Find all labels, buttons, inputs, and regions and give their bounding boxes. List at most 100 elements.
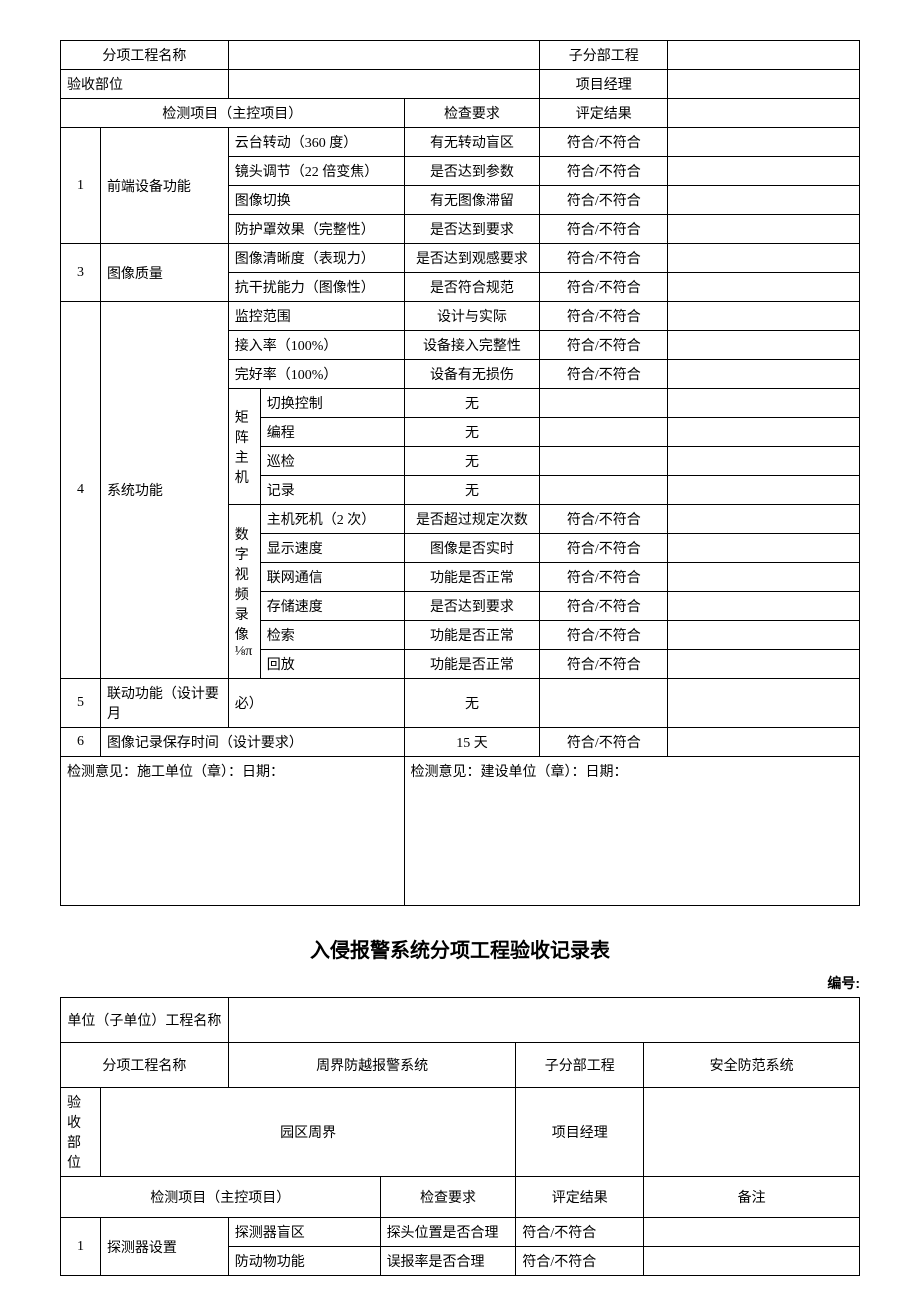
- m4-blank: [668, 476, 860, 505]
- r6-res: 符合/不符合: [540, 728, 668, 757]
- r1c-blank: [668, 186, 860, 215]
- r4-name: 系统功能: [100, 302, 228, 679]
- r5-name: 联动功能（设计要月: [100, 679, 228, 728]
- r1d-item: 防护罩效果（完整性）: [228, 215, 404, 244]
- d6-item: 回放: [260, 650, 404, 679]
- subitem-name-label: 分项工程名称: [61, 41, 229, 70]
- r4a-req: 设计与实际: [404, 302, 540, 331]
- m2-res: [540, 418, 668, 447]
- t2-unit-name-label: 单位（子单位）工程名称: [61, 998, 229, 1043]
- d4-item: 存储速度: [260, 592, 404, 621]
- t1-r1a: 1 前端设备功能 云台转动（360 度） 有无转动盲区 符合/不符合: [61, 128, 860, 157]
- r3-no: 3: [61, 244, 101, 302]
- t2-r1a-item: 探测器盲区: [228, 1218, 380, 1247]
- d2-item: 显示速度: [260, 534, 404, 563]
- m2-item: 编程: [260, 418, 404, 447]
- d6-res: 符合/不符合: [540, 650, 668, 679]
- r1d-blank: [668, 215, 860, 244]
- d4-res: 符合/不符合: [540, 592, 668, 621]
- r1-no: 1: [61, 128, 101, 244]
- m3-res: [540, 447, 668, 476]
- check-item-header: 检测项目（主控项目）: [61, 99, 405, 128]
- r5-req: 无: [404, 679, 540, 728]
- d3-req: 功能是否正常: [404, 563, 540, 592]
- inspection-table-2: 单位（子单位）工程名称 分项工程名称 周界防越报警系统 子分部工程 安全防范系统…: [60, 997, 860, 1276]
- r4c-res: 符合/不符合: [540, 360, 668, 389]
- d6-req: 功能是否正常: [404, 650, 540, 679]
- section-title: 入侵报警系统分项工程验收记录表: [60, 934, 860, 963]
- t2-r2: 分项工程名称 周界防越报警系统 子分部工程 安全防范系统: [61, 1043, 860, 1088]
- m3-req: 无: [404, 447, 540, 476]
- t2-r4: 检测项目（主控项目） 检查要求 评定结果 备注: [61, 1177, 860, 1218]
- r6-name: 图像记录保存时间（设计要求）: [100, 728, 404, 757]
- t2-r1a-req: 探头位置是否合理: [380, 1218, 516, 1247]
- t2-r1-no: 1: [61, 1218, 101, 1276]
- r3a-res: 符合/不符合: [540, 244, 668, 273]
- m4-res: [540, 476, 668, 505]
- r1a-item: 云台转动（360 度）: [228, 128, 404, 157]
- r4-no: 4: [61, 302, 101, 679]
- subitem-name-value: [228, 41, 540, 70]
- r1b-res: 符合/不符合: [540, 157, 668, 186]
- r4b-req: 设备接入完整性: [404, 331, 540, 360]
- r5-res: [540, 679, 668, 728]
- accept-unit-value: [228, 70, 540, 99]
- m4-req: 无: [404, 476, 540, 505]
- d1-blank: [668, 505, 860, 534]
- r6-req: 15 天: [404, 728, 540, 757]
- t2-row1a: 1 探测器设置 探测器盲区 探头位置是否合理 符合/不符合: [61, 1218, 860, 1247]
- t2-r1-name: 探测器设置: [100, 1218, 228, 1276]
- r4b-res: 符合/不符合: [540, 331, 668, 360]
- t2-remark-header: 备注: [644, 1177, 860, 1218]
- t2-check-req-header: 检查要求: [380, 1177, 516, 1218]
- m3-blank: [668, 447, 860, 476]
- r1c-item: 图像切换: [228, 186, 404, 215]
- r1a-blank: [668, 128, 860, 157]
- d1-req: 是否超过规定次数: [404, 505, 540, 534]
- m1-req: 无: [404, 389, 540, 418]
- t2-r1a-res: 符合/不符合: [516, 1218, 644, 1247]
- t2-r1b-blank: [644, 1247, 860, 1276]
- r4b-blank: [668, 331, 860, 360]
- t2-r1b-req: 误报率是否合理: [380, 1247, 516, 1276]
- t2-pm-value: [644, 1088, 860, 1177]
- d5-item: 检索: [260, 621, 404, 650]
- number-label: 编号:: [60, 973, 860, 993]
- r1b-blank: [668, 157, 860, 186]
- check-req-header: 检查要求: [404, 99, 540, 128]
- t2-r1: 单位（子单位）工程名称: [61, 998, 860, 1043]
- r4b-item: 接入率（100%）: [228, 331, 404, 360]
- r5-blank: [668, 679, 860, 728]
- d6-blank: [668, 650, 860, 679]
- t1-r6: 6 图像记录保存时间（设计要求） 15 天 符合/不符合: [61, 728, 860, 757]
- r3b-res: 符合/不符合: [540, 273, 668, 302]
- d5-blank: [668, 621, 860, 650]
- d3-item: 联网通信: [260, 563, 404, 592]
- t1-footer: 检测意见：施工单位（章）：日期： 检测意见：建设单位（章）：日期：: [61, 757, 860, 906]
- t2-accept-unit-value: 园区周界: [100, 1088, 515, 1177]
- t2-subpart-label: 子分部工程: [516, 1043, 644, 1088]
- d2-res: 符合/不符合: [540, 534, 668, 563]
- t1-row-headers: 检测项目（主控项目） 检查要求 评定结果: [61, 99, 860, 128]
- r4a-item: 监控范围: [228, 302, 404, 331]
- r3b-blank: [668, 273, 860, 302]
- r1b-req: 是否达到参数: [404, 157, 540, 186]
- r1d-req: 是否达到要求: [404, 215, 540, 244]
- r5-no: 5: [61, 679, 101, 728]
- r3-name: 图像质量: [100, 244, 228, 302]
- t2-unit-name-value: [228, 998, 859, 1043]
- r1b-item: 镜头调节（22 倍变焦）: [228, 157, 404, 186]
- t1-row-subitem: 分项工程名称 子分部工程: [61, 41, 860, 70]
- d3-blank: [668, 563, 860, 592]
- r1-name: 前端设备功能: [100, 128, 228, 244]
- r4a-blank: [668, 302, 860, 331]
- blank-header: [668, 99, 860, 128]
- r3a-req: 是否达到观感要求: [404, 244, 540, 273]
- r1c-res: 符合/不符合: [540, 186, 668, 215]
- footer-left: 检测意见：施工单位（章）：日期：: [61, 757, 405, 906]
- t2-subitem-value: 周界防越报警系统: [228, 1043, 516, 1088]
- t2-r1b-res: 符合/不符合: [516, 1247, 644, 1276]
- d2-blank: [668, 534, 860, 563]
- r6-blank: [668, 728, 860, 757]
- t2-r3: 验收部位 园区周界 项目经理: [61, 1088, 860, 1177]
